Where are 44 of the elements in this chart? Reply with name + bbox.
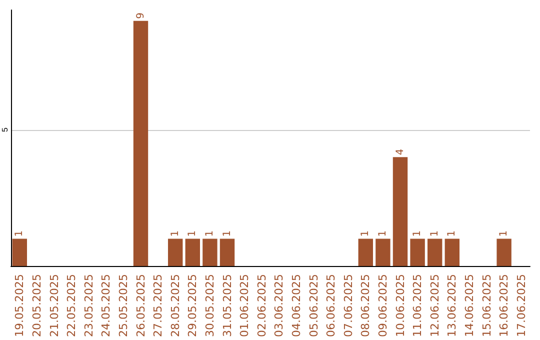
- data-label: 1: [377, 230, 388, 237]
- data-label: 9: [135, 12, 146, 19]
- x-tick-label: 27.05.2025: [152, 274, 165, 338]
- x-tick-label: 21.05.2025: [48, 274, 61, 338]
- data-label: 1: [170, 230, 181, 237]
- x-tick-label: 10.06.2025: [394, 274, 407, 338]
- x-tick-label: 03.06.2025: [272, 274, 286, 338]
- x-tick-label: 26.05.2025: [134, 274, 148, 338]
- y-tick-label: 5: [0, 127, 10, 132]
- x-tick-label: 25.05.2025: [116, 274, 130, 338]
- data-label: 4: [394, 148, 406, 156]
- x-tick-label: 06.06.2025: [324, 274, 338, 338]
- x-tick-label: 31.05.2025: [220, 274, 234, 338]
- x-tick-label: 09.06.2025: [376, 274, 390, 338]
- x-tick-label: 08.06.2025: [359, 274, 372, 338]
- x-tick-label: 15.06.2025: [480, 274, 494, 338]
- data-label: 1: [429, 230, 440, 237]
- x-tick-label: 30.05.2025: [203, 274, 216, 338]
- data-label: 1: [412, 230, 424, 237]
- data-label: 1: [14, 230, 26, 237]
- x-tick-label: 14.06.2025: [462, 274, 476, 338]
- x-tick-label: 01.06.2025: [238, 274, 252, 338]
- x-tick-label: 24.05.2025: [100, 274, 113, 338]
- x-tick-label: 19.05.2025: [13, 274, 26, 338]
- data-label: 1: [204, 230, 216, 237]
- x-tick-label: 05.06.2025: [307, 274, 320, 338]
- x-tick-label: 13.06.2025: [446, 274, 459, 338]
- data-label: 1: [222, 230, 233, 237]
- x-tick-label: 23.05.2025: [82, 274, 96, 338]
- data-label: 1: [498, 230, 510, 237]
- x-tick-label: 20.05.2025: [30, 274, 44, 338]
- data-label: 1: [187, 230, 198, 237]
- x-tick-label: 11.06.2025: [411, 274, 424, 338]
- x-tick-label: 17.06.2025: [514, 274, 528, 338]
- x-tick-label: 28.05.2025: [168, 274, 182, 338]
- x-tick-label: 16.06.2025: [498, 274, 511, 338]
- x-tick-label: 02.06.2025: [255, 274, 268, 338]
- data-label: 1: [360, 230, 372, 237]
- x-tick-label: 22.05.2025: [65, 274, 78, 338]
- x-tick-label: 04.06.2025: [290, 274, 303, 338]
- x-tick-label: 29.05.2025: [186, 274, 200, 338]
- x-tick-label: 12.06.2025: [428, 274, 442, 338]
- data-label: 1: [446, 230, 458, 237]
- x-tick-label: 07.06.2025: [342, 274, 355, 338]
